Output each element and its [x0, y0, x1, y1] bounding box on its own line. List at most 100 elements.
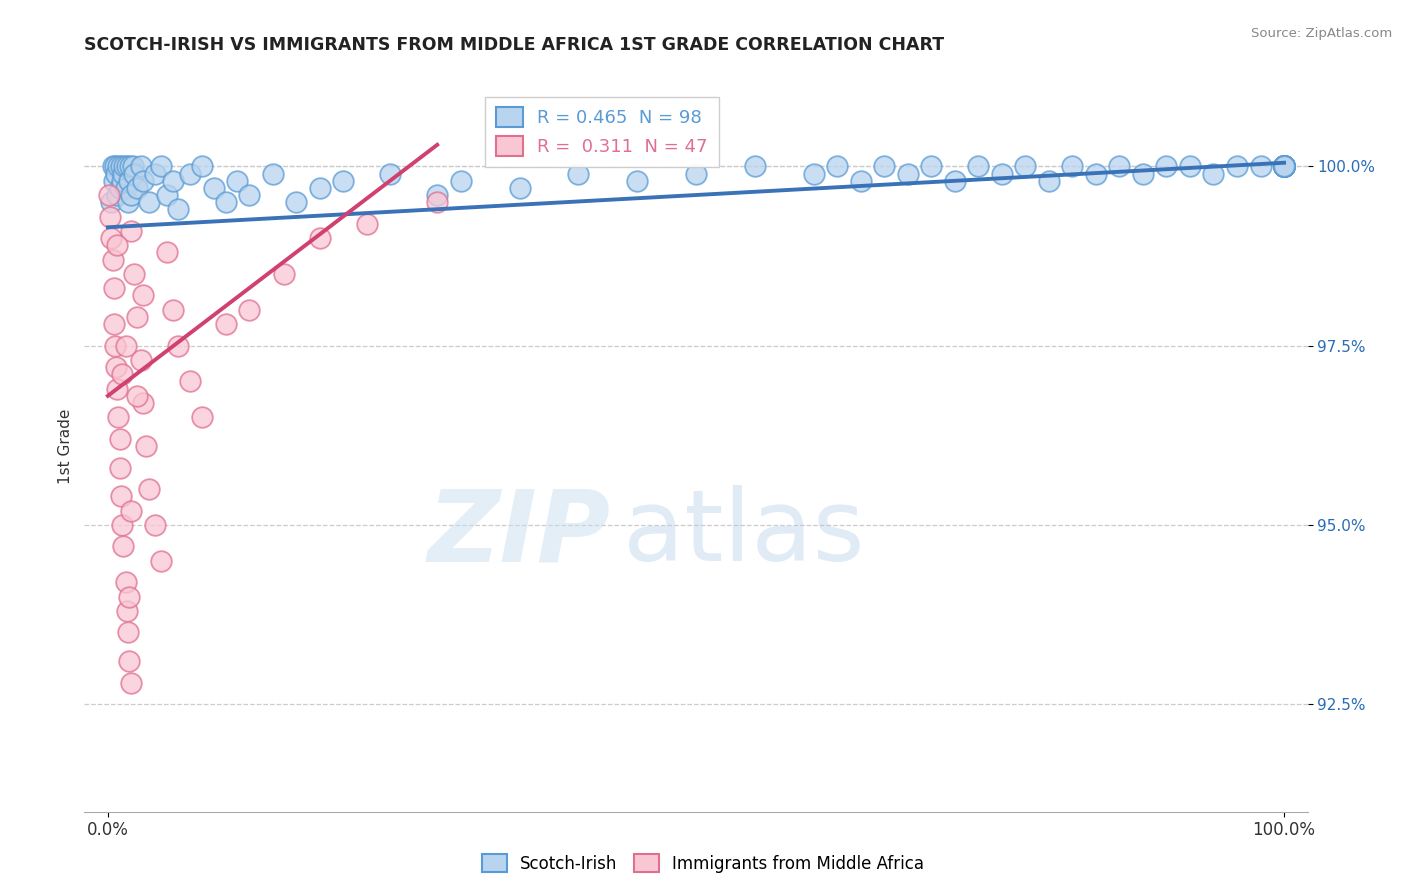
- Point: [1272, 159, 1295, 173]
- Point: [332, 174, 354, 188]
- Point: [1272, 159, 1295, 173]
- Point: [110, 489, 132, 503]
- Point: [118, 590, 141, 604]
- Point: [120, 188, 142, 202]
- Point: [744, 159, 766, 173]
- Point: [1272, 159, 1295, 173]
- Point: [104, 338, 127, 352]
- Point: [191, 159, 214, 173]
- Text: ZIP: ZIP: [427, 485, 610, 582]
- Point: [120, 224, 142, 238]
- Point: [308, 231, 330, 245]
- Text: SCOTCH-IRISH VS IMMIGRANTS FROM MIDDLE AFRICA 1ST GRADE CORRELATION CHART: SCOTCH-IRISH VS IMMIGRANTS FROM MIDDLE A…: [84, 36, 945, 54]
- Point: [1272, 159, 1295, 173]
- Point: [1272, 159, 1295, 173]
- Point: [1272, 159, 1295, 173]
- Point: [105, 188, 128, 202]
- Point: [149, 159, 172, 173]
- Legend: Scotch-Irish, Immigrants from Middle Africa: Scotch-Irish, Immigrants from Middle Afr…: [475, 847, 931, 880]
- Point: [98, 188, 121, 202]
- Point: [1014, 159, 1036, 173]
- Point: [214, 195, 236, 210]
- Point: [149, 554, 172, 568]
- Point: [120, 159, 142, 173]
- Point: [105, 360, 128, 375]
- Point: [105, 167, 128, 181]
- Point: [143, 517, 166, 532]
- Point: [127, 389, 149, 403]
- Point: [685, 167, 707, 181]
- Point: [107, 410, 129, 425]
- Y-axis label: 1st Grade: 1st Grade: [58, 409, 73, 483]
- Point: [120, 503, 142, 517]
- Point: [1272, 159, 1295, 173]
- Point: [143, 167, 166, 181]
- Point: [1272, 159, 1295, 173]
- Point: [111, 517, 134, 532]
- Point: [118, 174, 141, 188]
- Point: [426, 188, 449, 202]
- Point: [1272, 159, 1295, 173]
- Point: [1272, 159, 1295, 173]
- Point: [825, 159, 848, 173]
- Point: [626, 174, 648, 188]
- Point: [273, 267, 295, 281]
- Point: [105, 238, 128, 252]
- Point: [129, 353, 152, 368]
- Point: [1272, 159, 1295, 173]
- Point: [1272, 159, 1295, 173]
- Point: [214, 317, 236, 331]
- Point: [108, 181, 131, 195]
- Point: [509, 181, 531, 195]
- Point: [238, 302, 260, 317]
- Point: [127, 310, 149, 324]
- Point: [1272, 159, 1295, 173]
- Point: [118, 654, 141, 668]
- Point: [1132, 167, 1154, 181]
- Point: [115, 159, 138, 173]
- Point: [112, 159, 135, 173]
- Point: [849, 174, 872, 188]
- Point: [1250, 159, 1272, 173]
- Point: [1272, 159, 1295, 173]
- Point: [1156, 159, 1178, 173]
- Point: [967, 159, 990, 173]
- Point: [103, 174, 125, 188]
- Point: [1272, 159, 1295, 173]
- Point: [162, 302, 184, 317]
- Point: [108, 460, 131, 475]
- Point: [262, 167, 284, 181]
- Point: [202, 181, 225, 195]
- Point: [108, 432, 131, 446]
- Point: [107, 159, 129, 173]
- Point: [1108, 159, 1130, 173]
- Point: [238, 188, 260, 202]
- Point: [1272, 159, 1295, 173]
- Point: [156, 188, 179, 202]
- Point: [132, 174, 155, 188]
- Point: [127, 181, 149, 195]
- Point: [1038, 174, 1060, 188]
- Point: [100, 195, 122, 210]
- Point: [1202, 167, 1225, 181]
- Point: [803, 167, 825, 181]
- Point: [285, 195, 308, 210]
- Point: [1178, 159, 1201, 173]
- Point: [873, 159, 896, 173]
- Point: [1272, 159, 1295, 173]
- Point: [114, 338, 136, 352]
- Point: [100, 231, 122, 245]
- Point: [98, 210, 121, 224]
- Point: [112, 167, 135, 181]
- Point: [1272, 159, 1295, 173]
- Point: [1226, 159, 1249, 173]
- Point: [1272, 159, 1295, 173]
- Point: [138, 195, 160, 210]
- Point: [179, 167, 201, 181]
- Point: [1272, 159, 1295, 173]
- Point: [179, 375, 201, 389]
- Point: [112, 540, 135, 554]
- Point: [1272, 159, 1295, 173]
- Point: [117, 195, 139, 210]
- Point: [129, 159, 152, 173]
